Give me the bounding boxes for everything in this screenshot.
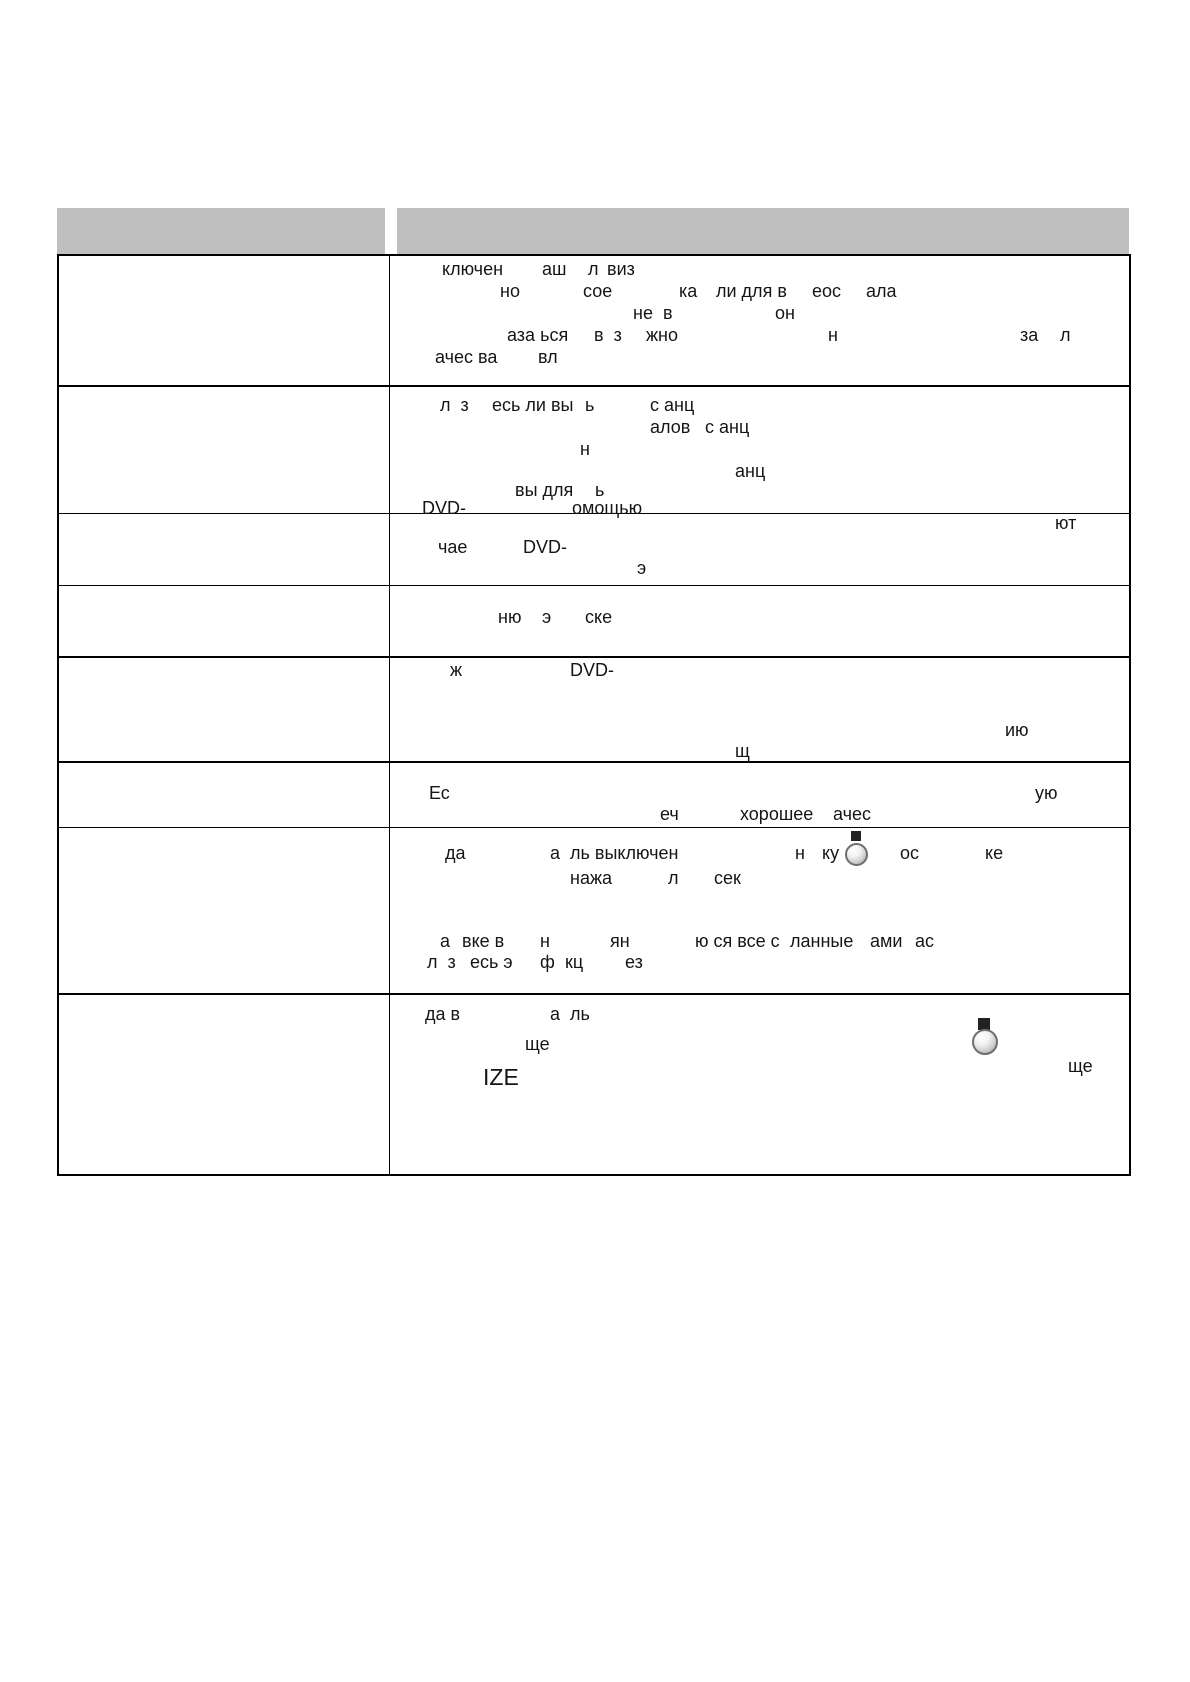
table-left-border [57, 254, 59, 1176]
text-fragment: ачес [833, 804, 872, 824]
text-fragment: а ль выключен [550, 843, 679, 863]
solution-column-header [397, 208, 1129, 254]
text-fragment: ще [1068, 1056, 1093, 1076]
text-fragment: сек [714, 868, 741, 888]
text-fragment: ли для в [716, 281, 787, 301]
text-fragment: ь [595, 480, 605, 500]
table-horizontal-border [57, 827, 1129, 828]
text-fragment: ала [866, 281, 897, 301]
text-fragment: ке [985, 843, 1004, 863]
table-right-border [1129, 254, 1131, 1176]
text-fragment: виз [607, 259, 635, 279]
text-fragment: ф [540, 952, 555, 972]
text-fragment: э [637, 558, 647, 578]
standby-button-icon [972, 1029, 998, 1055]
table-horizontal-border [57, 385, 1129, 387]
text-fragment: омощью [572, 498, 643, 518]
text-fragment: в [663, 303, 673, 323]
text-fragment: ланные [790, 931, 854, 951]
text-fragment: аза ься [507, 325, 569, 345]
text-fragment: ию [1005, 720, 1029, 740]
text-fragment: ую [1035, 783, 1058, 803]
table-horizontal-border [57, 585, 1129, 586]
text-fragment: н [540, 931, 550, 951]
text-fragment: IZE [483, 1064, 519, 1090]
text-fragment: есь ли вы [492, 395, 574, 415]
text-fragment: л [588, 259, 599, 279]
text-fragment: с анц [650, 395, 695, 415]
text-fragment: кц [565, 952, 584, 972]
text-fragment: еч [660, 804, 679, 824]
text-fragment: вл [538, 347, 558, 367]
text-fragment: ю ся все с [695, 931, 780, 951]
text-fragment: аш [542, 259, 567, 279]
text-fragment: DVD- [523, 537, 567, 557]
text-fragment: Ес [429, 783, 450, 803]
text-fragment: ключен [442, 259, 504, 279]
text-fragment: ачес ва [435, 347, 498, 367]
text-fragment: хорошее [740, 804, 814, 824]
text-fragment: не [633, 303, 653, 323]
text-fragment: сое [583, 281, 613, 301]
table-horizontal-border [57, 993, 1129, 995]
text-fragment: вке в [462, 931, 505, 951]
text-fragment: нажа [570, 868, 613, 888]
problem-column-header [57, 208, 385, 254]
standby-button-icon-mark [978, 1018, 990, 1030]
text-fragment: ют [1055, 513, 1077, 533]
text-fragment: н [828, 325, 838, 345]
text-fragment: жно [646, 325, 678, 345]
text-fragment: н [795, 843, 805, 863]
table-horizontal-border [57, 761, 1129, 763]
text-fragment: щ [735, 741, 750, 761]
standby-button-icon [845, 843, 868, 866]
text-fragment: за [1020, 325, 1039, 345]
text-fragment: н [580, 439, 590, 459]
text-fragment: да в [425, 1004, 461, 1024]
text-fragment: ске [585, 607, 613, 627]
text-fragment: анц [735, 461, 766, 481]
text-fragment: алов [650, 417, 691, 437]
text-fragment: в з [594, 325, 622, 345]
table-horizontal-border [57, 513, 1129, 514]
text-fragment: он [775, 303, 795, 323]
text-fragment: еос [812, 281, 842, 301]
text-fragment: ню [498, 607, 522, 627]
text-fragment: с анц [705, 417, 750, 437]
text-fragment: есь э [470, 952, 513, 972]
text-fragment: э [542, 607, 552, 627]
text-fragment: DVD- [570, 660, 614, 680]
text-fragment: л з [440, 395, 469, 415]
table-column-divider [389, 254, 390, 1176]
text-fragment: ка [679, 281, 698, 301]
text-fragment: ос [900, 843, 920, 863]
table-horizontal-border [57, 656, 1129, 658]
text-fragment: да [445, 843, 466, 863]
text-fragment: ян [610, 931, 630, 951]
text-fragment: л [668, 868, 679, 888]
text-fragment: ас [915, 931, 935, 951]
text-fragment: л з [427, 952, 456, 972]
table-horizontal-border [57, 1174, 1129, 1176]
table-horizontal-border [57, 254, 1129, 256]
text-fragment: ами [870, 931, 903, 951]
text-fragment: DVD- [422, 498, 466, 518]
text-fragment: чае [438, 537, 468, 557]
text-fragment: вы для [515, 480, 574, 500]
text-fragment: ез [625, 952, 643, 972]
text-fragment: ж [450, 660, 463, 680]
text-fragment: ку [822, 843, 840, 863]
text-fragment: а ль [550, 1004, 590, 1024]
text-fragment: ще [525, 1034, 550, 1054]
text-fragment: но [500, 281, 520, 301]
text-fragment: а [440, 931, 451, 951]
standby-button-icon-mark [851, 831, 861, 841]
text-fragment: ь [585, 395, 595, 415]
text-fragment: л [1060, 325, 1071, 345]
